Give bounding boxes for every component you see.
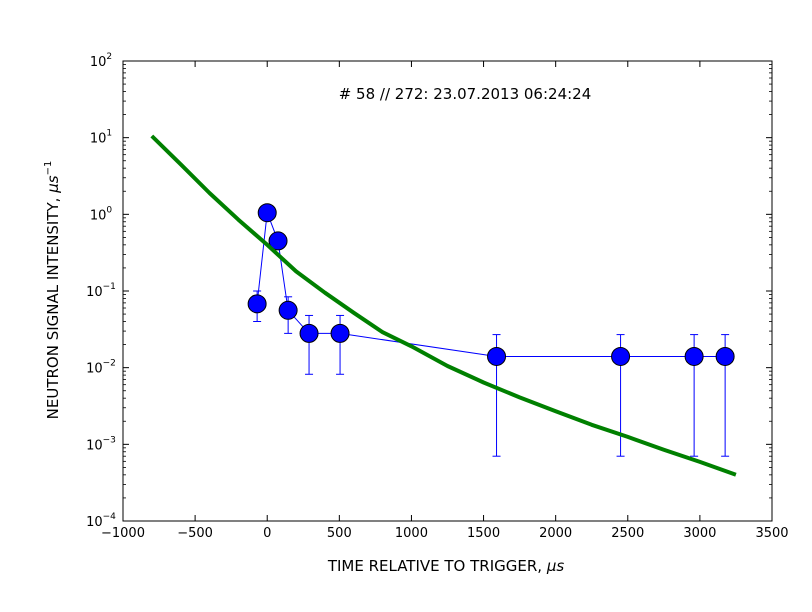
- plot-area: −1000 −500 0 500 1000 1500 2000 2500 3000 3500 10−…: [86, 52, 788, 541]
- y-tick-label: 10−2: [86, 359, 116, 377]
- y-tick-label: 10−4: [86, 512, 116, 530]
- data-point: [715, 346, 735, 366]
- x-axis-label: TIME RELATIVE TO TRIGGER, μs: [327, 557, 565, 575]
- x-tick-label: 0: [263, 526, 271, 541]
- x-tick-label: 2000: [539, 526, 572, 541]
- x-axis-label-text: TIME RELATIVE TO TRIGGER,: [327, 557, 547, 575]
- chart-annotation: # 58 // 272: 23.07.2013 06:24:24: [339, 85, 592, 103]
- x-tick-label: 3500: [755, 526, 788, 541]
- data-point: [684, 346, 704, 366]
- y-tick-label: 100: [90, 205, 113, 223]
- y-tick-label: 101: [90, 129, 112, 147]
- data-point: [330, 323, 350, 343]
- y-axis-label-exp: −1: [43, 161, 54, 176]
- data-point: [611, 346, 631, 366]
- data-point: [268, 231, 288, 251]
- y-axis-label: NEUTRON SIGNAL INTENSITY, μs−1: [43, 161, 62, 420]
- x-tick-label: 3000: [683, 526, 716, 541]
- x-tick-label: 1500: [467, 526, 500, 541]
- data-point: [299, 323, 319, 343]
- y-tick-label: 10−3: [86, 435, 116, 453]
- x-tick-label: 1000: [395, 526, 428, 541]
- x-tick-label: −500: [177, 526, 213, 541]
- data-point: [247, 294, 267, 314]
- y-tick-label: 10−1: [86, 282, 116, 300]
- y-axis-label-unit: μs: [44, 175, 62, 194]
- data-point: [278, 300, 298, 320]
- y-tick-label: 102: [90, 52, 112, 70]
- y-axis-label-text: NEUTRON SIGNAL INTENSITY,: [44, 193, 62, 420]
- data-line: [256, 212, 726, 357]
- x-tick-label: −1000: [101, 526, 145, 541]
- data-point: [487, 346, 507, 366]
- data-point: [257, 203, 277, 223]
- model-curve: [150, 134, 737, 477]
- x-tick-label: 500: [327, 526, 352, 541]
- x-axis-label-unit: μs: [546, 557, 565, 575]
- x-tick-label: 2500: [611, 526, 644, 541]
